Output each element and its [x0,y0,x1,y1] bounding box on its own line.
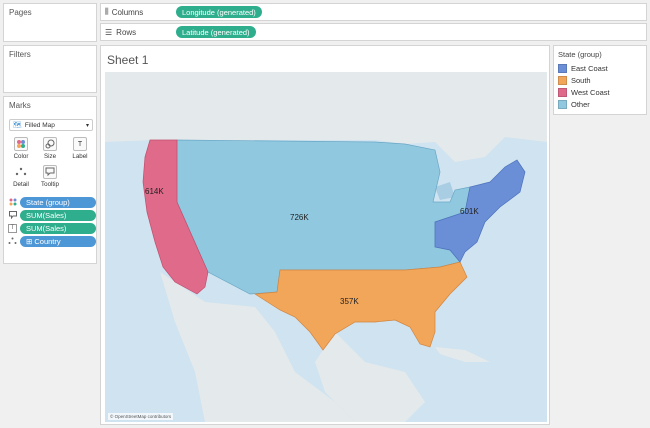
legend-swatch [558,87,567,97]
state-group-pill[interactable]: State (group) [20,197,96,208]
map-attribution[interactable]: © OpenStreetMap contributors [108,413,174,420]
tooltip-icon [43,165,57,179]
columns-shelf-label: ⫼ Columns [105,7,144,17]
detail-icon [14,165,28,179]
color-button[interactable]: Color [9,137,33,163]
size-icon [43,137,57,151]
region-south[interactable] [253,261,468,351]
color-dots-icon [14,137,28,151]
legend-title[interactable]: State (group) [558,50,602,59]
filled-map[interactable]: 614K 726K 601K 357K © OpenStreetMap cont… [105,72,547,422]
sheet-view: Sheet 1 614K 726K 601K 357K © OpenStre [100,45,550,425]
label-button[interactable]: T Label [68,137,92,163]
mark-type-dropdown[interactable]: 🗺 Filled Map ▾ [9,119,93,131]
region-west-coast[interactable] [142,139,209,295]
marks-title: Marks [9,101,31,110]
sum-sales-tooltip-pill[interactable]: SUM(Sales) [20,210,96,221]
legend-swatch [558,75,567,85]
legend-item-west-coast[interactable]: West Coast [554,86,646,98]
columns-icon: ⫼ [105,7,109,16]
mark-field-row[interactable]: SUM(Sales) [8,210,96,221]
legend-item-other[interactable]: Other [554,98,646,110]
rows-icon: ☰ [105,27,113,37]
pages-title: Pages [9,8,32,17]
tooltip-icon [8,210,17,221]
south-value-label: 357K [340,297,359,306]
filters-card[interactable]: Filters [3,45,97,93]
mark-field-row[interactable]: T SUM(Sales) [8,223,96,234]
color-dots-icon [8,198,17,208]
marks-card: Marks 🗺 Filled Map ▾ Color Size T Label … [3,96,97,264]
rows-shelf[interactable]: ☰ Rows Latitude (generated) [100,23,647,41]
map-svg: 614K 726K 601K 357K [105,72,547,422]
columns-shelf[interactable]: ⫼ Columns Longitude (generated) [100,3,647,21]
sheet-title[interactable]: Sheet 1 [107,53,149,67]
legend-swatch [558,99,567,109]
detail-icon [8,237,17,247]
country-pill[interactable]: ⊞ Country [20,236,96,247]
legend-item-south[interactable]: South [554,74,646,86]
canada-land [105,72,547,162]
filled-map-icon: 🗺 [13,122,22,129]
size-button[interactable]: Size [38,137,62,163]
latitude-pill[interactable]: Latitude (generated) [176,26,256,38]
color-legend: State (group) East Coast South West Coas… [553,45,647,115]
east-coast-value-label: 601K [460,207,479,216]
cuba-land [435,347,490,362]
rows-shelf-label: ☰ Rows [105,27,137,37]
mark-field-row[interactable]: State (group) [8,197,96,208]
filters-title: Filters [9,50,31,59]
tooltip-button[interactable]: Tooltip [38,165,62,191]
label-icon: T [8,224,17,233]
legend-item-east-coast[interactable]: East Coast [554,62,646,74]
mexico-land [160,272,355,422]
other-value-label: 726K [290,213,309,222]
chevron-down-icon: ▾ [85,122,89,129]
sum-sales-label-pill[interactable]: SUM(Sales) [20,223,96,234]
region-east-coast[interactable] [434,159,526,263]
mark-field-row[interactable]: ⊞ Country [8,236,96,247]
west-coast-value-label: 614K [145,187,164,196]
mexico-east-land [315,332,425,422]
pages-card[interactable]: Pages [3,3,97,42]
legend-swatch [558,63,567,73]
label-icon: T [73,137,87,151]
longitude-pill[interactable]: Longitude (generated) [176,6,262,18]
detail-button[interactable]: Detail [9,165,33,191]
